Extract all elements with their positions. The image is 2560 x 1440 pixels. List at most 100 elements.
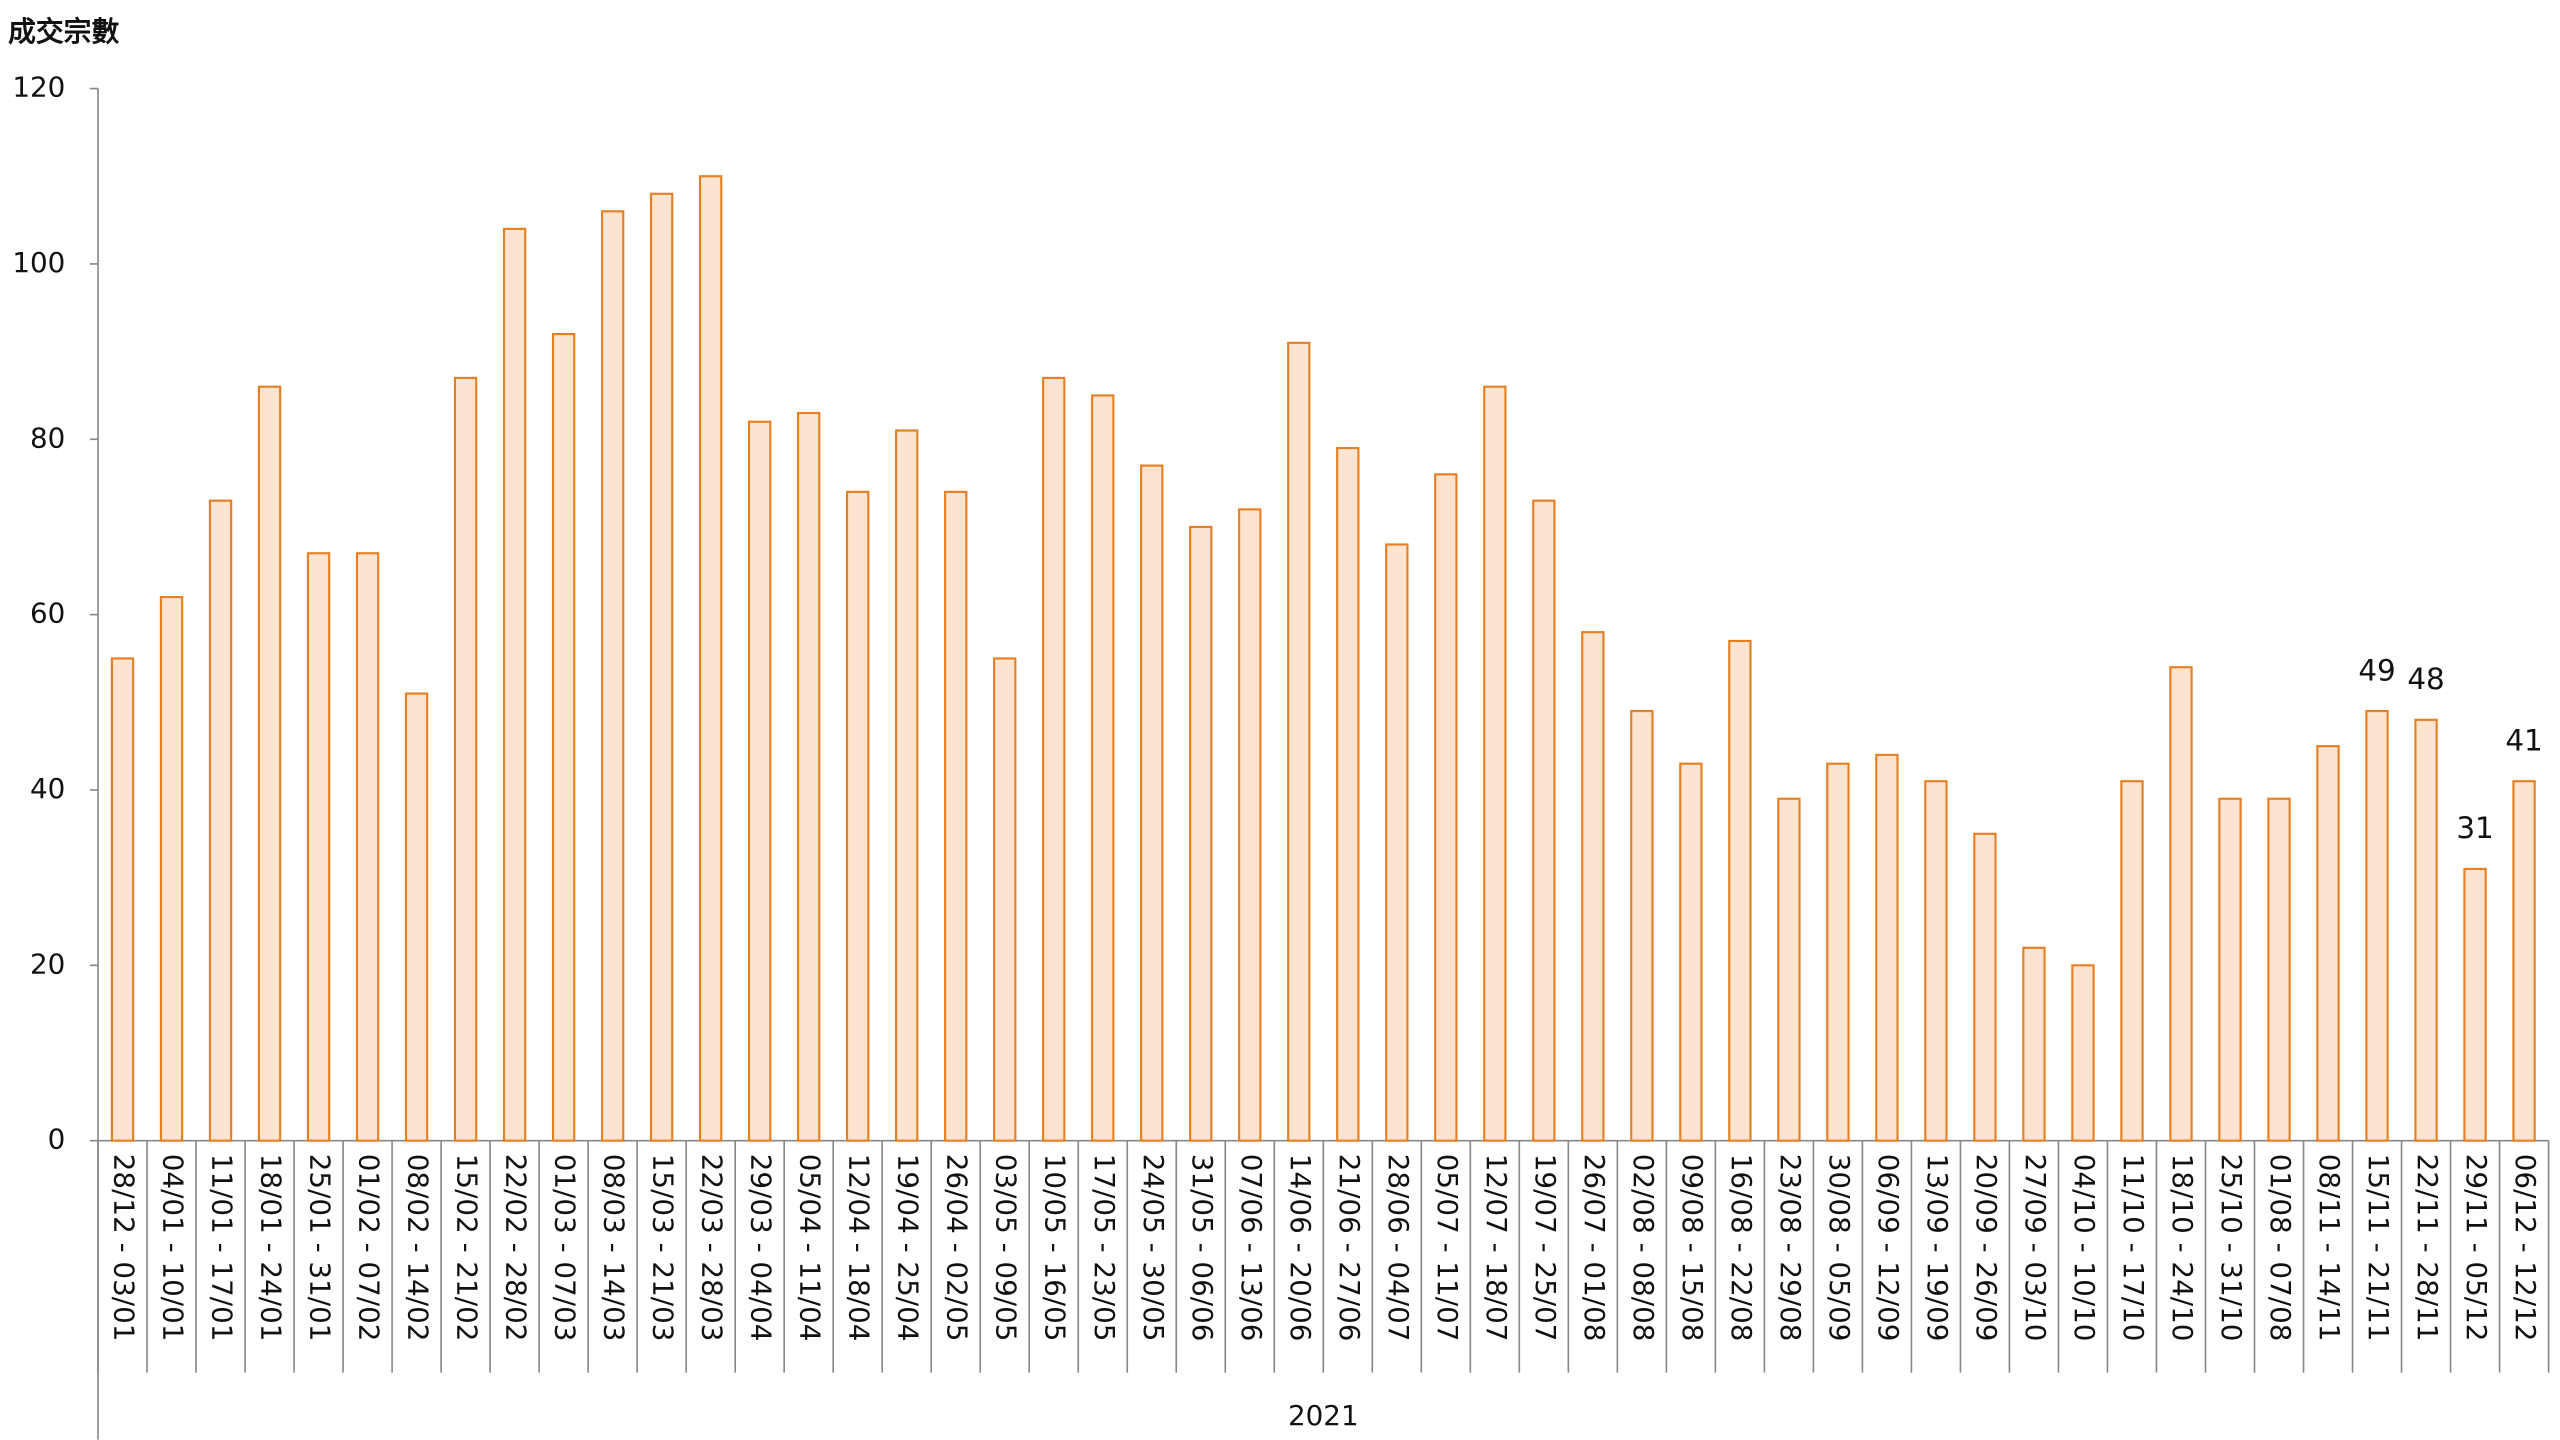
bar: [1189, 525, 1213, 1142]
x-tick-label: 02/08 - 08/08: [1627, 1154, 1660, 1342]
bar: [1042, 376, 1066, 1142]
x-tick-label: 03/05 - 09/05: [990, 1154, 1023, 1342]
bar: [110, 657, 135, 1142]
bar: [1581, 631, 1605, 1142]
x-tick-label: 07/06 - 13/06: [1235, 1154, 1268, 1342]
x-tick-label: 15/03 - 21/03: [647, 1154, 680, 1342]
x-tick-label: 26/07 - 01/08: [1578, 1154, 1611, 1342]
x-tick-label: 08/11 - 14/11: [2313, 1154, 2346, 1342]
x-tick-label: 17/05 - 23/05: [1088, 1154, 1121, 1342]
x-tick-label: 08/02 - 14/02: [402, 1154, 435, 1342]
bar: [1924, 780, 1948, 1142]
bar: [2022, 946, 2046, 1142]
y-tick-label: 80: [30, 421, 65, 454]
y-tick-label: 120: [12, 71, 65, 104]
x-tick-label: 29/11 - 05/12: [2460, 1154, 2493, 1342]
bar: [1777, 797, 1801, 1142]
x-tick-label: 05/04 - 11/04: [794, 1154, 827, 1342]
bar: [2120, 780, 2144, 1142]
bar: [2463, 867, 2487, 1142]
bar: [2365, 710, 2389, 1142]
bar: [796, 411, 821, 1142]
data-label: 49: [2358, 653, 2395, 687]
bar: [1679, 762, 1703, 1142]
bar: [1973, 832, 1997, 1142]
bar: [551, 333, 576, 1142]
x-tick-label: 31/05 - 06/06: [1186, 1154, 1219, 1342]
bar: [747, 420, 772, 1142]
data-label: 48: [2407, 662, 2444, 696]
x-tick-label: 27/09 - 03/10: [2019, 1154, 2052, 1342]
bar: [2512, 780, 2536, 1142]
x-tick-label: 28/06 - 04/07: [1382, 1154, 1415, 1342]
x-tick-label: 26/04 - 02/05: [941, 1154, 974, 1342]
bar: [649, 192, 674, 1142]
y-tick-label: 60: [30, 597, 65, 630]
bar: [2316, 745, 2340, 1142]
bar: [1630, 710, 1654, 1142]
bar: [2414, 718, 2438, 1142]
x-tick-label: 16/08 - 22/08: [1725, 1154, 1758, 1342]
x-tick-label: 25/10 - 31/10: [2215, 1154, 2248, 1342]
bar: [1385, 543, 1409, 1142]
x-tick-label: 01/03 - 07/03: [549, 1154, 582, 1342]
x-tick-label: 08/03 - 14/03: [598, 1154, 631, 1342]
bar: [1826, 762, 1850, 1142]
x-tick-label: 01/02 - 07/02: [353, 1154, 386, 1342]
x-tick-label: 30/08 - 05/09: [1823, 1154, 1856, 1342]
x-tick-label: 15/02 - 21/02: [451, 1154, 484, 1342]
bar: [2267, 797, 2291, 1142]
bar: [404, 692, 429, 1142]
x-tick-label: 05/07 - 11/07: [1431, 1154, 1464, 1342]
bar: [993, 657, 1017, 1142]
bar: [1875, 753, 1899, 1142]
x-tick-label: 09/08 - 15/08: [1676, 1154, 1709, 1342]
x-tick-label: 11/10 - 17/10: [2117, 1154, 2150, 1342]
y-axis-label: 成交宗數: [8, 15, 119, 48]
x-tick-label: 20/09 - 26/09: [1970, 1154, 2003, 1342]
bar: [1091, 394, 1115, 1142]
y-tick-label: 0: [48, 1123, 66, 1156]
bar: [1140, 464, 1164, 1142]
bar: [1434, 473, 1458, 1142]
bar: [1287, 341, 1311, 1142]
x-tick-label: 22/03 - 28/03: [696, 1154, 729, 1342]
bar: [355, 552, 380, 1142]
x-tick-label: 04/01 - 10/01: [157, 1154, 190, 1342]
x-tick-label: 12/04 - 18/04: [843, 1154, 876, 1342]
x-tick-label: 25/01 - 31/01: [304, 1154, 337, 1342]
x-tick-label: 15/11 - 21/11: [2362, 1154, 2395, 1342]
bar: [453, 376, 478, 1142]
data-label: 41: [2505, 724, 2542, 758]
y-tick-label: 20: [30, 947, 65, 980]
x-tick-label: 23/08 - 29/08: [1774, 1154, 1807, 1342]
bar: [1483, 385, 1507, 1142]
x-tick-label: 13/09 - 19/09: [1921, 1154, 1954, 1342]
bar: [502, 227, 527, 1142]
bar: [846, 490, 870, 1142]
bar: [600, 210, 625, 1142]
x-tick-label: 04/10 - 10/10: [2068, 1154, 2101, 1342]
x-tick-label: 01/08 - 07/08: [2264, 1154, 2297, 1342]
bar: [895, 429, 919, 1142]
bar: [1336, 446, 1360, 1142]
bar: [1728, 639, 1752, 1142]
x-tick-label: 28/12 - 03/01: [108, 1154, 141, 1342]
bar: [1532, 499, 1556, 1142]
x-axis-label: 2021: [1288, 1399, 1359, 1432]
bar: [698, 175, 723, 1142]
x-tick-label: 22/02 - 28/02: [500, 1154, 533, 1342]
x-tick-label: 12/07 - 18/07: [1480, 1154, 1513, 1342]
bar: [1238, 508, 1262, 1142]
x-tick-label: 11/01 - 17/01: [206, 1154, 239, 1342]
bar: [208, 499, 233, 1142]
x-tick-label: 06/12 - 12/12: [2509, 1154, 2542, 1342]
x-tick-label: 06/09 - 12/09: [1872, 1154, 1905, 1342]
bar: [2169, 666, 2193, 1142]
x-tick-label: 10/05 - 16/05: [1039, 1154, 1072, 1342]
bar: [2218, 797, 2242, 1142]
x-tick-label: 24/05 - 30/05: [1137, 1154, 1170, 1342]
x-tick-label: 21/06 - 27/06: [1333, 1154, 1366, 1342]
